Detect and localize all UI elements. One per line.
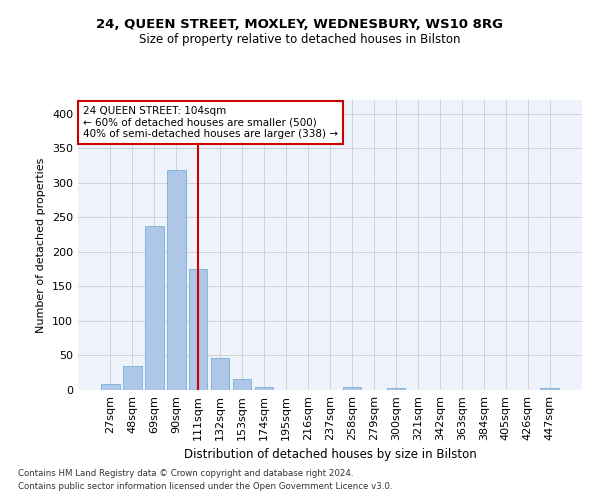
Bar [211, 358, 229, 390]
Text: Size of property relative to detached houses in Bilston: Size of property relative to detached ho… [139, 32, 461, 46]
Bar [541, 388, 559, 390]
Bar [123, 366, 142, 390]
Bar [255, 386, 274, 390]
Bar [101, 384, 119, 390]
Text: Contains HM Land Registry data © Crown copyright and database right 2024.: Contains HM Land Registry data © Crown c… [18, 469, 353, 478]
Bar [167, 170, 185, 390]
Bar [386, 388, 405, 390]
Bar [145, 226, 164, 390]
Y-axis label: Number of detached properties: Number of detached properties [37, 158, 46, 332]
Bar [233, 379, 251, 390]
Bar [189, 269, 208, 390]
Text: 24, QUEEN STREET, MOXLEY, WEDNESBURY, WS10 8RG: 24, QUEEN STREET, MOXLEY, WEDNESBURY, WS… [97, 18, 503, 30]
Bar [343, 387, 361, 390]
X-axis label: Distribution of detached houses by size in Bilston: Distribution of detached houses by size … [184, 448, 476, 462]
Text: Contains public sector information licensed under the Open Government Licence v3: Contains public sector information licen… [18, 482, 392, 491]
Text: 24 QUEEN STREET: 104sqm
← 60% of detached houses are smaller (500)
40% of semi-d: 24 QUEEN STREET: 104sqm ← 60% of detache… [83, 106, 338, 139]
